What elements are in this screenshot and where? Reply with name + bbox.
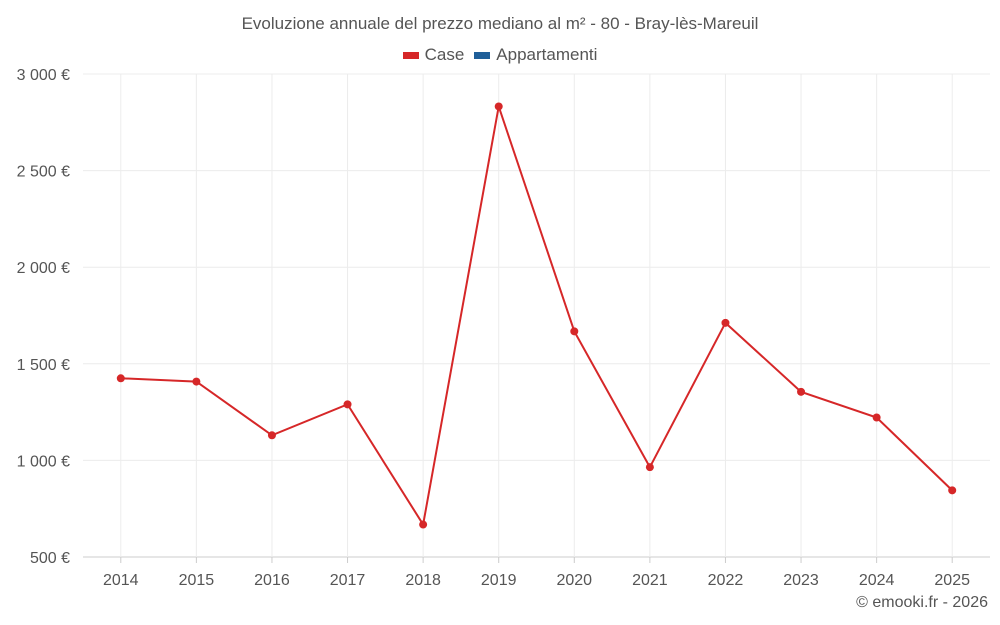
x-tick-label: 2024 [859, 572, 895, 589]
data-point [494, 102, 503, 111]
data-point [267, 431, 276, 440]
legend-item-appartamenti[interactable]: Appartamenti [474, 45, 597, 65]
legend-swatch-case [402, 51, 419, 59]
y-tick-label: 2 000 € [17, 260, 70, 277]
data-point [948, 486, 957, 495]
chart-title: Evoluzione annuale del prezzo mediano al… [241, 14, 759, 33]
x-axis: 2014 2015 2016 2017 2018 2019 2020 2021 2022 2023… [103, 557, 970, 589]
legend-item-case[interactable]: Case [402, 45, 465, 65]
x-tick-label: 2015 [179, 572, 215, 589]
x-tick-label: 2025 [934, 572, 970, 589]
x-tick-label: 2022 [708, 572, 744, 589]
data-point [721, 318, 730, 327]
x-tick-label: 2016 [254, 572, 290, 589]
credit-text: © emooki.fr - 2026 [856, 594, 988, 611]
data-point [116, 374, 125, 383]
x-tick-label: 2021 [632, 572, 668, 589]
x-tick-label: 2018 [405, 572, 441, 589]
data-point [343, 400, 352, 409]
legend: Case Appartamenti [0, 45, 1000, 65]
legend-label-appartamenti: Appartamenti [496, 45, 598, 64]
x-tick-label: 2023 [783, 572, 819, 589]
data-point [570, 327, 579, 336]
data-point [872, 413, 881, 422]
x-tick-label: 2014 [103, 572, 139, 589]
series-line-case [120, 106, 953, 528]
data-point [419, 520, 428, 529]
legend-label-case: Case [424, 45, 465, 64]
y-tick-label: 2 500 € [17, 164, 70, 181]
y-axis: 500 € 1 000 € 1 500 € 2 000 € 2 500 € 3 000 € [17, 67, 70, 567]
y-tick-label: 1 500 € [17, 357, 70, 374]
x-tick-label: 2017 [330, 572, 366, 589]
data-point [645, 463, 654, 472]
data-point [192, 377, 201, 386]
grid [83, 73, 990, 558]
y-tick-label: 500 € [30, 550, 70, 567]
y-tick-label: 3 000 € [17, 67, 70, 84]
x-tick-label: 2019 [481, 572, 517, 589]
series-case [116, 102, 957, 529]
data-point [797, 387, 806, 396]
legend-swatch-appartamenti [474, 51, 491, 59]
y-tick-label: 1 000 € [17, 453, 70, 470]
x-tick-label: 2020 [556, 572, 592, 589]
